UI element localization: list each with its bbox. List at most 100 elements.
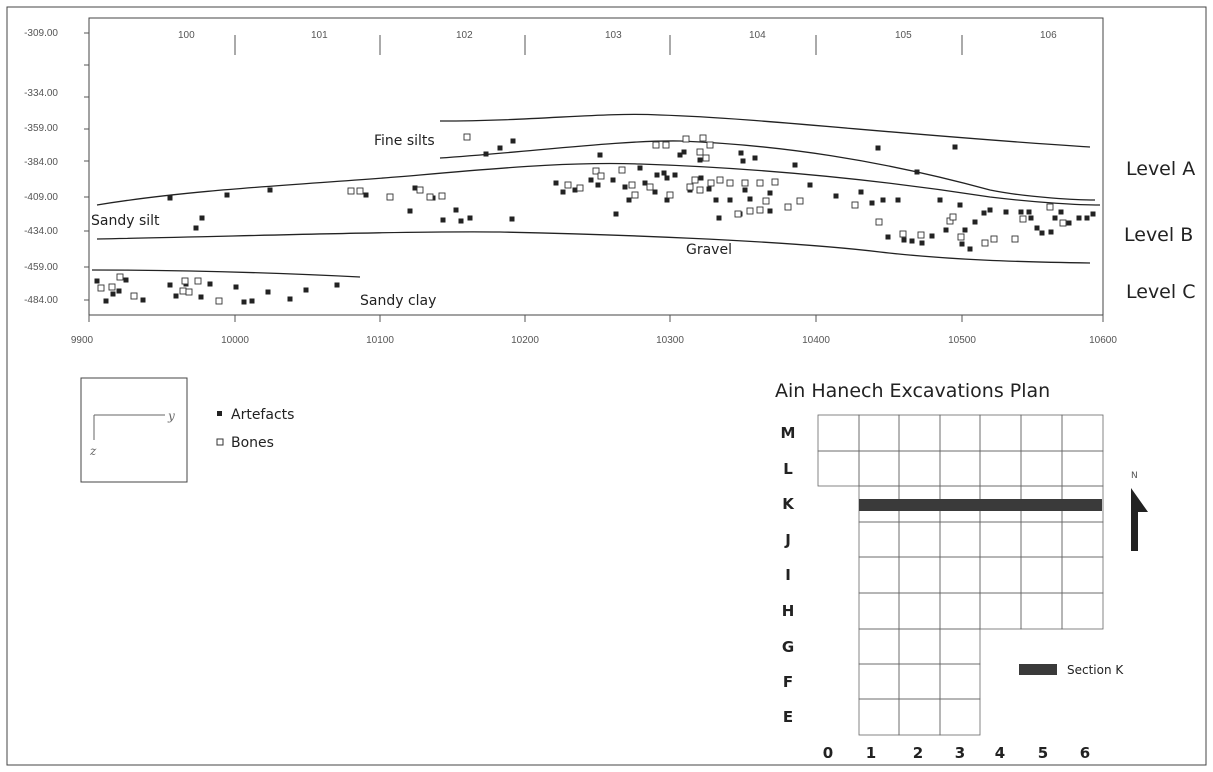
artefact-marker	[875, 145, 881, 151]
artefact-legend-symbol	[217, 411, 222, 416]
bone-marker	[185, 288, 193, 296]
bone-marker	[116, 273, 124, 281]
outer-border	[6, 6, 1207, 766]
artefact-marker	[972, 219, 978, 225]
plan-row-label: M	[781, 424, 796, 442]
plan-square	[939, 521, 981, 558]
artefact-marker	[681, 149, 687, 155]
artefact-marker	[929, 233, 935, 239]
artefact-marker	[167, 195, 173, 201]
plan-square	[1061, 592, 1104, 630]
artefact-marker	[588, 177, 594, 183]
bone-marker	[631, 191, 639, 199]
bone-marker	[957, 233, 965, 241]
artefact-marker	[497, 145, 503, 151]
plan-square	[1061, 450, 1104, 487]
plan-square	[898, 628, 941, 665]
artefact-marker	[747, 196, 753, 202]
section-k-legend-label: Section K	[1067, 663, 1124, 677]
artefact-marker	[1039, 230, 1045, 236]
bone-marker	[97, 284, 105, 292]
plan-col-label: 0	[823, 744, 833, 762]
artefact-marker	[833, 193, 839, 199]
artefact-marker	[1003, 209, 1009, 215]
bone-marker	[194, 277, 202, 285]
artefact-marker	[412, 185, 418, 191]
artefact-marker	[597, 152, 603, 158]
bone-marker	[662, 141, 670, 149]
section-k-legend-symbol	[1019, 664, 1057, 675]
stratigraphy-lines	[91, 113, 1101, 278]
artefact-marker	[885, 234, 891, 240]
x-tick-label: 9900	[71, 335, 94, 346]
y-axis-ticks	[84, 32, 89, 301]
artefact-marker	[103, 298, 109, 304]
plan-square	[1020, 414, 1063, 452]
bone-marker	[1011, 235, 1019, 243]
artefact-marker	[654, 172, 660, 178]
artefact-marker	[664, 197, 670, 203]
y-axis-labels: -309.00 -334.00 -359.00 -384.00 -409.00 …	[24, 28, 58, 306]
artefact-marker	[981, 210, 987, 216]
level-a-b-boundary	[96, 162, 1101, 206]
artefact-marker	[962, 227, 968, 233]
x-tick-label: 10400	[802, 335, 830, 346]
artefact-marker	[987, 207, 993, 213]
axis-key-y-label: y	[167, 409, 175, 423]
plan-square	[817, 414, 860, 452]
plan-square	[1020, 450, 1063, 487]
artefact-marker	[626, 197, 632, 203]
grid-label: 104	[749, 30, 766, 41]
artefact-marker	[440, 217, 446, 223]
plan-square	[979, 592, 1022, 630]
y-tick-label: -434.00	[24, 226, 58, 237]
artefact-marker	[610, 177, 616, 183]
artefact-marker	[858, 189, 864, 195]
artefact-marker	[1084, 215, 1090, 221]
axis-key-box	[80, 377, 188, 483]
artefact-marker	[199, 215, 205, 221]
artefact-marker	[706, 186, 712, 192]
sandy-clay-top-boundary	[91, 269, 361, 278]
bone-marker	[628, 181, 636, 189]
axis-key-z-label: z	[89, 444, 97, 458]
artefact-marker	[287, 296, 293, 302]
artefact-marker	[738, 150, 744, 156]
artefact-marker	[173, 293, 179, 299]
top-grid-ticks	[234, 35, 963, 55]
plan-col-label: 5	[1038, 744, 1048, 762]
plan-row-label: E	[783, 708, 793, 726]
bone-legend-label: Bones	[231, 435, 274, 451]
artefact-marker	[664, 175, 670, 181]
level-label-c: Level C	[1126, 281, 1195, 303]
artefact-marker	[1018, 209, 1024, 215]
artefact-marker	[767, 190, 773, 196]
plan-col-label: 2	[913, 744, 923, 762]
plan-row-label: H	[782, 602, 795, 620]
artefact-marker	[697, 157, 703, 163]
artefact-marker	[140, 297, 146, 303]
bone-marker	[1059, 219, 1067, 227]
bone-marker	[917, 231, 925, 239]
plan-square	[1061, 414, 1104, 452]
plan-square	[898, 556, 941, 594]
bone-marker	[386, 193, 394, 201]
plan-square	[979, 521, 1022, 558]
plan-col-label: 4	[995, 744, 1005, 762]
artefact-marker	[807, 182, 813, 188]
artefact-marker	[677, 152, 683, 158]
bone-marker	[756, 179, 764, 187]
bone-marker	[179, 287, 187, 295]
plan-square	[1020, 521, 1063, 558]
bone-marker	[726, 179, 734, 187]
plan-row-label: J	[784, 531, 791, 549]
north-arrow-icon	[1131, 488, 1148, 551]
plan-row-label: I	[785, 566, 791, 584]
x-tick-label: 10300	[656, 335, 684, 346]
grid-label: 100	[178, 30, 195, 41]
artefact-marker	[458, 218, 464, 224]
plan-square	[858, 414, 900, 452]
bone-marker	[597, 172, 605, 180]
bone-marker	[981, 239, 989, 247]
bone-marker	[108, 283, 116, 291]
